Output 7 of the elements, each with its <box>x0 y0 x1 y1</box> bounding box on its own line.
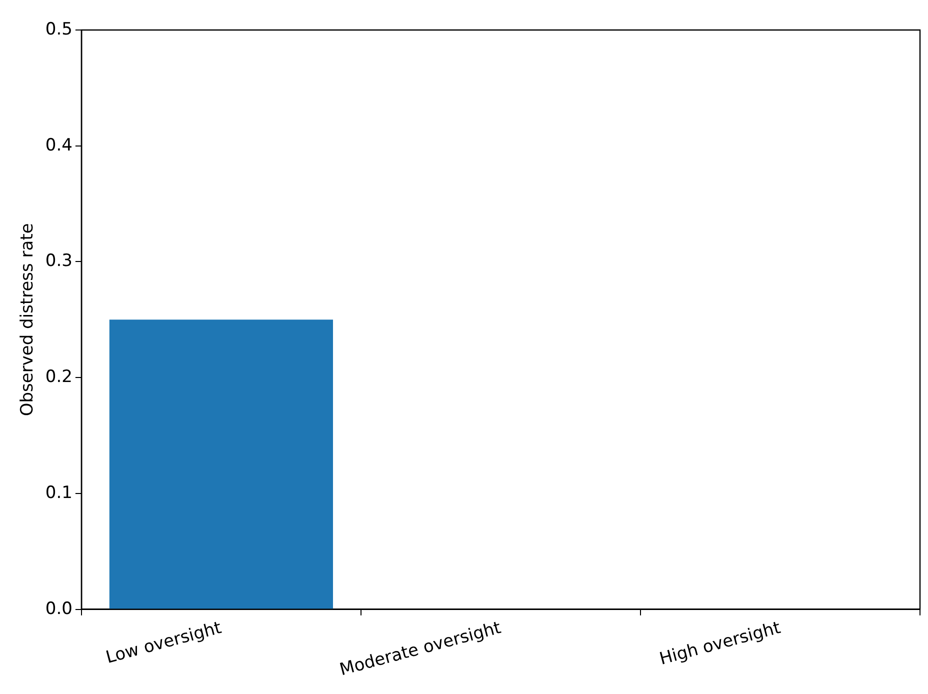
y-tick-label: 0.0 <box>45 598 72 619</box>
y-tick-label: 0.1 <box>45 482 72 503</box>
y-tick-label: 0.3 <box>45 251 72 272</box>
y-tick-label: 0.5 <box>45 19 72 40</box>
y-tick-label: 0.2 <box>45 367 72 388</box>
y-axis-title: Observed distress rate <box>18 223 38 416</box>
y-tick-label: 0.4 <box>45 135 72 156</box>
